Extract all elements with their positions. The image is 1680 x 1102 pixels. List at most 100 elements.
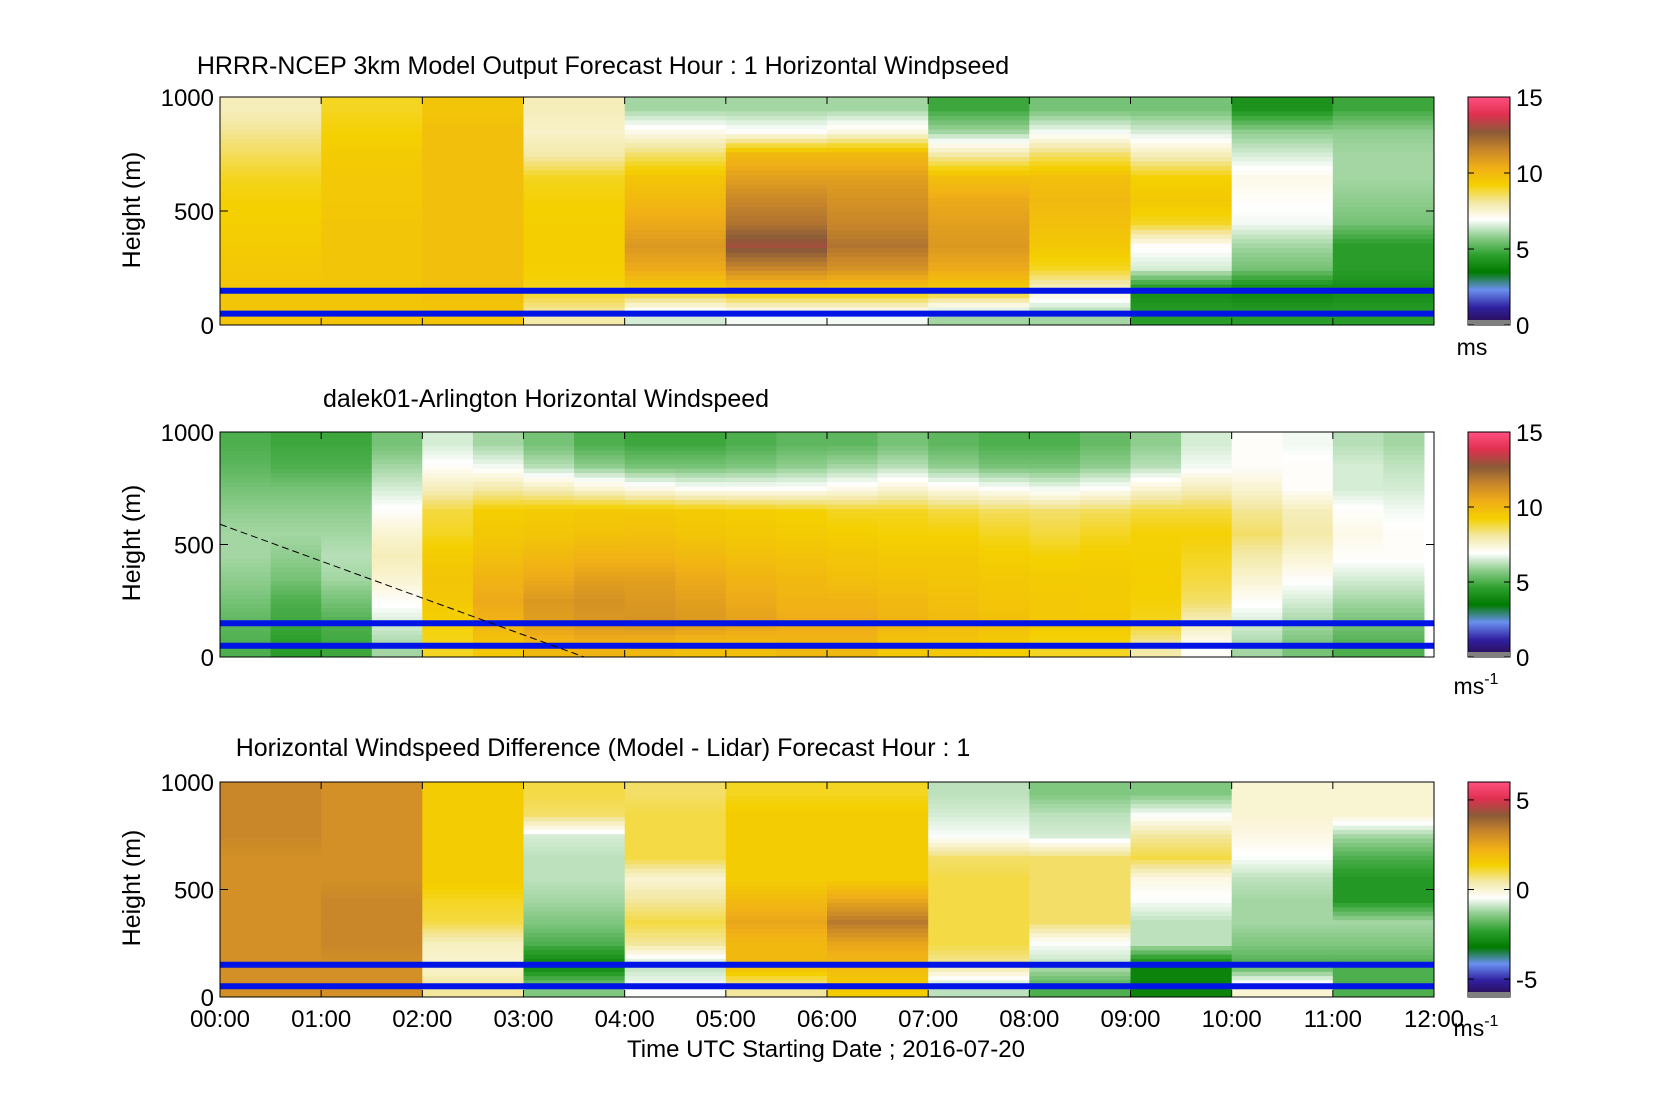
heatmap-cell — [725, 971, 828, 977]
heatmap-cell — [321, 472, 373, 478]
heatmap-cell — [321, 630, 373, 636]
heatmap-cell — [725, 630, 777, 636]
heatmap-cell — [422, 786, 525, 792]
heatmap-cell — [1130, 142, 1233, 148]
heatmap-cell — [877, 450, 929, 456]
heatmap-cell — [523, 782, 626, 787]
heatmap-cell — [1332, 472, 1384, 478]
heatmap-cell — [371, 558, 423, 564]
heatmap-cell — [624, 215, 727, 221]
heatmap-cell — [776, 630, 828, 636]
heatmap-cell — [574, 562, 626, 568]
heatmap-cell — [928, 863, 1030, 869]
heatmap-cell — [1231, 988, 1334, 994]
heatmap-cell — [472, 531, 525, 537]
heatmap-cell — [472, 594, 525, 600]
heatmap-cell — [523, 580, 575, 586]
heatmap-cell — [371, 504, 423, 510]
heatmap-cell — [371, 481, 423, 487]
heatmap-cell — [220, 782, 322, 787]
heatmap-cell — [220, 97, 322, 103]
heatmap-cell — [1383, 486, 1425, 492]
heatmap-cell — [220, 799, 322, 805]
heatmap-cell — [422, 192, 525, 198]
heatmap-cell — [1130, 215, 1233, 221]
heatmap-cell — [574, 522, 626, 528]
heatmap-cell — [422, 544, 474, 550]
heatmap-cell — [523, 242, 626, 249]
heatmap-cell — [1029, 971, 1132, 977]
heatmap-cell — [422, 306, 525, 312]
heatmap-cell — [1130, 580, 1182, 586]
heatmap-cell — [1282, 508, 1334, 514]
heatmap-cell — [523, 842, 626, 848]
heatmap-cell — [1231, 949, 1334, 955]
heatmap-cell — [624, 880, 727, 886]
heatmap-cell — [270, 544, 322, 550]
heatmap-cell — [1029, 252, 1132, 258]
heatmap-cell — [422, 110, 525, 116]
heatmap-cell — [1282, 558, 1334, 564]
heatmap-cell — [1181, 558, 1233, 564]
heatmap-cell — [220, 872, 322, 878]
heatmap-cell — [624, 975, 727, 981]
heatmap-cell — [776, 526, 828, 532]
heatmap-cell — [321, 450, 373, 456]
heatmap-cell — [1029, 160, 1132, 166]
heatmap-cell — [1332, 799, 1434, 805]
colorbar-tick-label: 0 — [1516, 313, 1529, 340]
heatmap-cell — [321, 562, 373, 568]
heatmap-cell — [827, 782, 929, 787]
heatmap-cell — [624, 279, 727, 285]
heatmap-cell — [1029, 183, 1132, 189]
heatmap-cell — [1079, 580, 1132, 586]
heatmap-cell — [371, 445, 423, 451]
heatmap-cell — [220, 197, 322, 203]
heatmap-cell — [928, 459, 980, 465]
heatmap-cell — [574, 517, 626, 523]
heatmap-cell — [624, 906, 727, 912]
heatmap-cell — [1332, 531, 1384, 537]
heatmap-cell — [928, 188, 1030, 194]
heatmap-cell — [1181, 436, 1233, 442]
heatmap-cell — [220, 119, 322, 125]
heatmap-cell — [1130, 906, 1233, 912]
heatmap-cell — [675, 603, 727, 609]
heatmap-cell — [472, 432, 525, 438]
heatmap-cell — [1332, 603, 1384, 609]
heatmap-cell — [1130, 201, 1233, 208]
heatmap-cell — [321, 224, 423, 230]
heatmap-cell — [1029, 872, 1132, 878]
heatmap-cell — [1332, 928, 1434, 934]
heatmap-cell — [1181, 639, 1233, 645]
heatmap-cell — [928, 490, 980, 496]
heatmap-cell — [1130, 302, 1233, 308]
heatmap-cell — [523, 274, 626, 280]
y-tick-label: 0 — [201, 313, 214, 340]
heatmap-cell — [321, 183, 423, 189]
heatmap-cell — [1383, 567, 1425, 573]
heatmap-cell — [624, 598, 676, 604]
heatmap-cell — [1130, 472, 1182, 478]
heatmap-cell — [827, 165, 929, 171]
heatmap-cell — [624, 517, 676, 523]
heatmap-cell — [422, 625, 474, 631]
heatmap-cell — [928, 274, 1030, 280]
heatmap-cell — [422, 115, 525, 121]
heatmap-cell — [1130, 794, 1233, 800]
heatmap-cell — [827, 302, 929, 308]
heatmap-cell — [928, 553, 980, 559]
heatmap-cell — [523, 151, 626, 157]
heatmap-cell — [725, 106, 828, 112]
heatmap-cell — [472, 481, 525, 487]
heatmap-cell — [1231, 799, 1334, 805]
heatmap-cell — [1130, 499, 1182, 505]
heatmap-cell — [624, 553, 676, 559]
heatmap-cell — [1181, 544, 1233, 550]
heatmap-cell — [1130, 945, 1233, 951]
heatmap-cell — [827, 192, 929, 198]
heatmap-cell — [1079, 648, 1132, 654]
heatmap-cell — [776, 477, 828, 483]
heatmap-cell — [725, 513, 777, 519]
heatmap-cell — [1029, 799, 1132, 805]
